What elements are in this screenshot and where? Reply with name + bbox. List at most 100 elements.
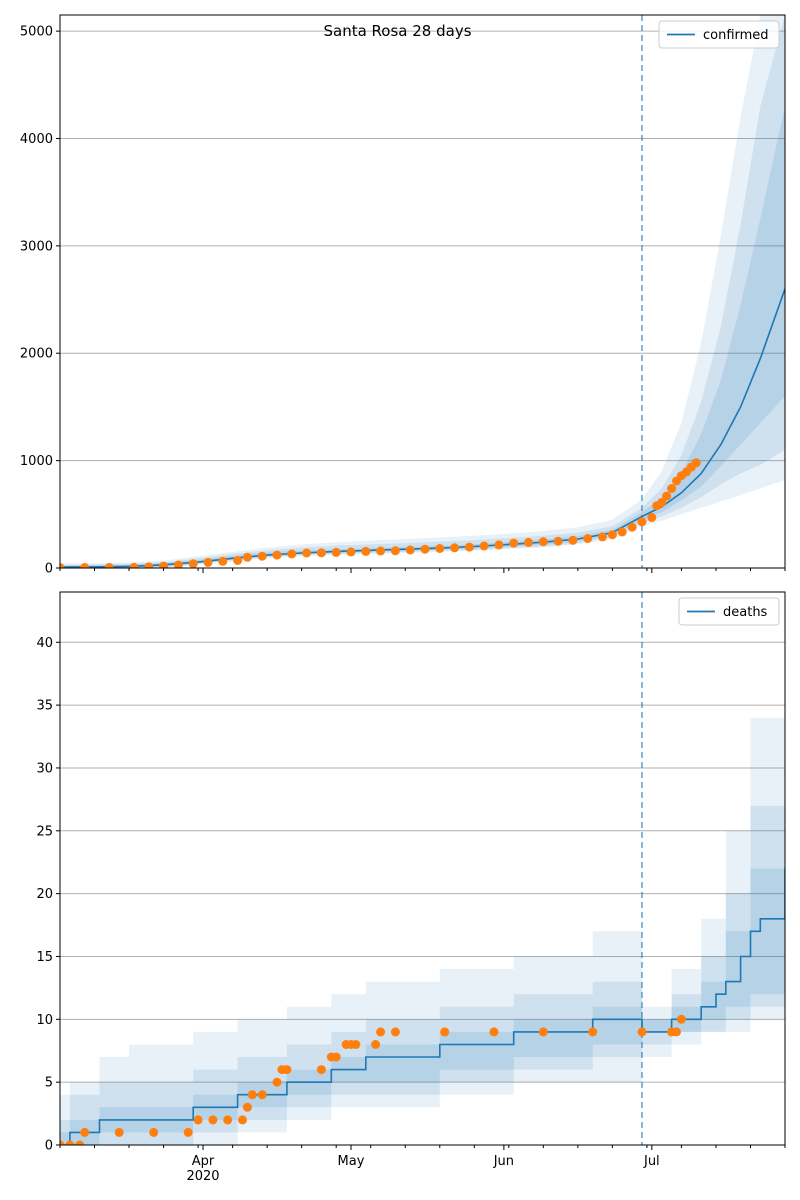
observed-point bbox=[114, 1127, 124, 1137]
observed-point bbox=[450, 543, 460, 553]
observed-point bbox=[65, 1140, 75, 1145]
plot-area bbox=[60, 15, 785, 568]
y-tick-label: 1000 bbox=[20, 454, 53, 469]
observed-point bbox=[662, 491, 672, 501]
y-tick-label: 40 bbox=[36, 636, 53, 651]
observed-point bbox=[440, 1027, 450, 1037]
y-tick-label: 15 bbox=[36, 950, 53, 965]
y-tick-label: 25 bbox=[36, 824, 53, 839]
observed-point bbox=[420, 544, 430, 554]
y-tick-label: 10 bbox=[36, 1013, 53, 1028]
observed-point bbox=[637, 517, 647, 527]
observed-point bbox=[80, 1127, 90, 1137]
observed-point bbox=[691, 458, 701, 468]
axes-frame bbox=[59, 14, 786, 569]
y-tick-label: 5000 bbox=[20, 25, 53, 40]
observed-point bbox=[331, 1052, 341, 1062]
observed-point bbox=[242, 1102, 252, 1112]
observed-point bbox=[257, 1090, 267, 1100]
observed-point bbox=[173, 560, 183, 568]
observed-point bbox=[553, 536, 563, 546]
observed-point bbox=[627, 522, 637, 532]
observed-point bbox=[390, 546, 400, 556]
observed-point bbox=[489, 1027, 499, 1037]
observed-point bbox=[149, 1127, 159, 1137]
observed-point bbox=[247, 1090, 257, 1100]
y-tick-label: 35 bbox=[36, 699, 53, 714]
observed-point bbox=[509, 538, 519, 548]
x-tick-label: 2020 bbox=[186, 1169, 219, 1184]
legend: deaths bbox=[678, 597, 780, 626]
observed-point bbox=[233, 556, 243, 565]
observed-point bbox=[405, 545, 415, 555]
y-tick-label: 0 bbox=[45, 1139, 53, 1154]
observed-point bbox=[435, 544, 445, 553]
observed-point bbox=[331, 547, 341, 557]
observed-point bbox=[144, 562, 154, 568]
legend: confirmed bbox=[658, 20, 780, 49]
observed-point bbox=[218, 556, 228, 566]
observed-point bbox=[376, 546, 386, 556]
x-tick-label: Jul bbox=[643, 1154, 660, 1169]
observed-point bbox=[647, 513, 657, 522]
observed-point bbox=[667, 484, 677, 493]
observed-point bbox=[568, 535, 578, 545]
observed-point bbox=[479, 541, 489, 551]
observed-point bbox=[351, 1040, 361, 1049]
observed-point bbox=[376, 1027, 386, 1037]
observed-point bbox=[208, 1115, 218, 1125]
observed-point bbox=[60, 563, 65, 568]
y-tick-label: 3000 bbox=[20, 239, 53, 254]
observed-point bbox=[287, 549, 297, 559]
observed-point bbox=[607, 530, 617, 540]
observed-point bbox=[371, 1040, 381, 1049]
y-tick-label: 4000 bbox=[20, 132, 53, 147]
observed-point bbox=[598, 532, 607, 542]
observed-point bbox=[316, 548, 326, 558]
observed-point bbox=[242, 552, 252, 562]
legend-label: deaths bbox=[723, 605, 768, 620]
chart-title: Santa Rosa 28 days bbox=[323, 22, 471, 40]
x-tick-label: May bbox=[338, 1154, 365, 1169]
legend-box bbox=[658, 20, 780, 49]
axes-frame bbox=[59, 591, 786, 1146]
observed-point bbox=[159, 561, 169, 568]
uncertainty-band bbox=[60, 592, 785, 1145]
observed-point bbox=[272, 550, 282, 560]
observed-point bbox=[657, 498, 667, 507]
y-tick-label: 2000 bbox=[20, 347, 53, 362]
observed-point bbox=[538, 1027, 548, 1037]
observed-point bbox=[346, 547, 356, 557]
observed-point bbox=[188, 559, 198, 568]
y-tick-label: 30 bbox=[36, 761, 53, 776]
observed-point bbox=[538, 537, 548, 547]
observed-point bbox=[282, 1065, 292, 1075]
observed-point bbox=[272, 1077, 282, 1087]
observed-point bbox=[104, 563, 114, 568]
observed-point bbox=[464, 542, 474, 552]
y-tick-label: 0 bbox=[45, 562, 53, 577]
observed-point bbox=[80, 563, 90, 568]
observed-point bbox=[494, 540, 504, 550]
observed-point bbox=[193, 1115, 203, 1125]
observed-point bbox=[257, 551, 267, 561]
observed-point bbox=[390, 1027, 400, 1037]
observed-point bbox=[60, 1140, 65, 1145]
legend-box bbox=[678, 597, 780, 626]
observed-point bbox=[524, 537, 533, 547]
observed-point bbox=[637, 1027, 647, 1037]
observed-point bbox=[361, 546, 371, 556]
observed-point bbox=[238, 1115, 247, 1125]
legend-label: confirmed bbox=[703, 28, 769, 43]
observed-point bbox=[302, 548, 312, 558]
chart-panel-confirmed: 0 1000 2000 3000 4000 5000 Santa Rosa 28 days c… bbox=[20, 14, 786, 577]
x-tick-label: Jun bbox=[493, 1154, 514, 1169]
uncertainty-band bbox=[60, 667, 785, 1145]
observed-point bbox=[588, 1027, 598, 1037]
series-line-confirmed bbox=[60, 288, 785, 568]
observed-point bbox=[617, 527, 627, 537]
observed-point bbox=[203, 557, 213, 567]
observed-point bbox=[676, 1014, 686, 1024]
y-tick-label: 20 bbox=[36, 887, 53, 902]
